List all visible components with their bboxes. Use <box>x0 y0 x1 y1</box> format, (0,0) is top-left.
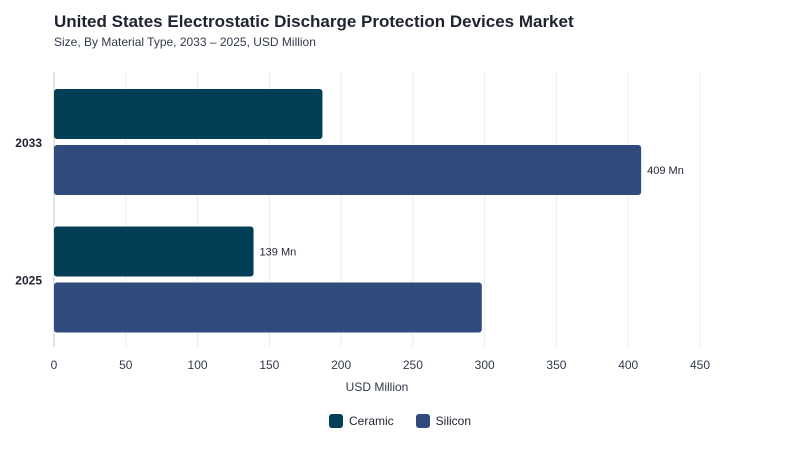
data-label-ceramic-2025: 139 Mn <box>260 247 297 259</box>
legend-label-silicon: Silicon <box>435 414 472 428</box>
legend-item-ceramic[interactable]: Ceramic <box>328 414 394 428</box>
legend-item-silicon[interactable]: Silicon <box>415 414 472 428</box>
legend-swatch-ceramic <box>328 414 343 428</box>
x-tick-label-450: 450 <box>690 358 710 372</box>
x-tick-label-350: 350 <box>546 358 566 372</box>
legend-label-ceramic: Ceramic <box>348 414 394 428</box>
data-label-silicon-2033: 409 Mn <box>647 165 684 177</box>
bar-ceramic-2033 <box>54 89 323 139</box>
y-category-label-2033: 2033 <box>15 136 42 150</box>
bar-ceramic-2025 <box>54 226 254 277</box>
x-tick-label-400: 400 <box>618 358 638 372</box>
x-tick-label-0: 0 <box>51 358 58 372</box>
x-tick-label-100: 100 <box>188 358 208 372</box>
x-tick-label-300: 300 <box>475 358 495 372</box>
x-tick-label-200: 200 <box>331 358 351 372</box>
x-tick-label-250: 250 <box>403 358 423 372</box>
chart-subtitle: Size, By Material Type, 2033 – 2025, USD… <box>54 35 316 49</box>
chart-title: United States Electrostatic Discharge Pr… <box>54 12 574 31</box>
x-tick-label-50: 50 <box>119 358 133 372</box>
x-tick-label-150: 150 <box>259 358 279 372</box>
legend: Ceramic Silicon <box>0 414 800 428</box>
x-axis-title: USD Million <box>346 380 409 394</box>
bar-silicon-2025 <box>54 282 482 333</box>
bar-silicon-2033 <box>54 145 642 195</box>
legend-swatch-silicon <box>415 414 430 428</box>
y-category-label-2025: 2025 <box>15 274 42 288</box>
